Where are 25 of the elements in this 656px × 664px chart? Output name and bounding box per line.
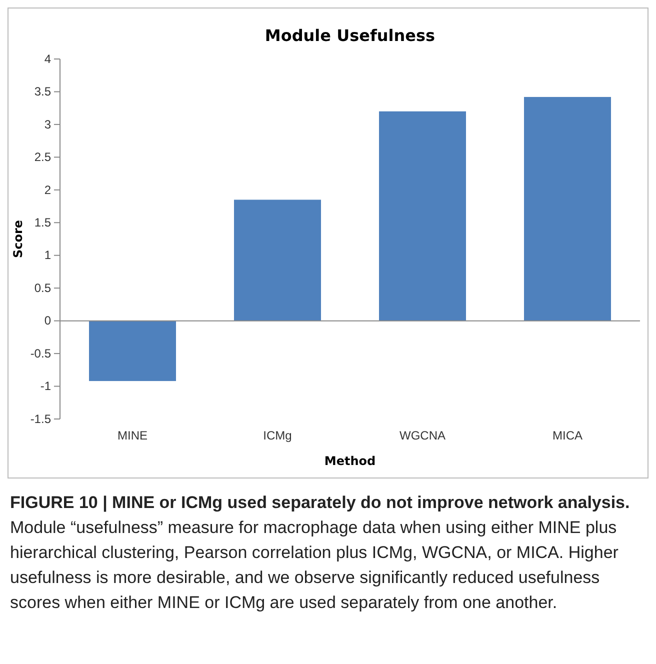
chart-title: Module Usefulness: [264, 26, 436, 45]
y-tick-label: 2.5: [34, 150, 52, 164]
y-tick-label: 1.5: [34, 215, 52, 230]
x-axis-title: Method: [324, 454, 376, 468]
y-tick-label: -0.5: [30, 346, 52, 360]
x-tick-label: MICA: [552, 428, 582, 443]
x-tick-label: WGCNA: [400, 428, 446, 443]
y-tick-label: 2: [44, 182, 52, 197]
y-tick-label: 0.5: [34, 280, 52, 295]
y-tick-label: -1.5: [30, 412, 52, 426]
y-axis-title: Score: [11, 220, 25, 258]
y-tick-label: 4: [44, 52, 52, 66]
y-tick-label: 3: [44, 117, 52, 132]
x-tick-label: MINE: [118, 428, 148, 443]
caption: FIGURE 10 | MINE or ICMg used separately do not improve network analysis.: [10, 493, 630, 512]
x-tick-label: ICMg: [263, 428, 292, 443]
bar: [379, 111, 466, 321]
text: Module “usefulness” measure for macrophage data when using either MINE plus hierarchical clustering, Pearson correlation plus ICMg, WGCNA, or MICA. Higher usefulness is more desirable, and we observe significantly reduced usefulness scores when either MINE or ICMg are used separately from one another.: [10, 518, 618, 612]
y-tick-label: -1: [40, 379, 52, 394]
bar: [524, 96, 611, 321]
y-tick-label: 1: [44, 248, 52, 262]
y-tick-label: 3.5: [34, 84, 52, 99]
y-tick-label: 0: [44, 314, 52, 328]
bar: [234, 200, 321, 321]
bar: [89, 320, 176, 382]
